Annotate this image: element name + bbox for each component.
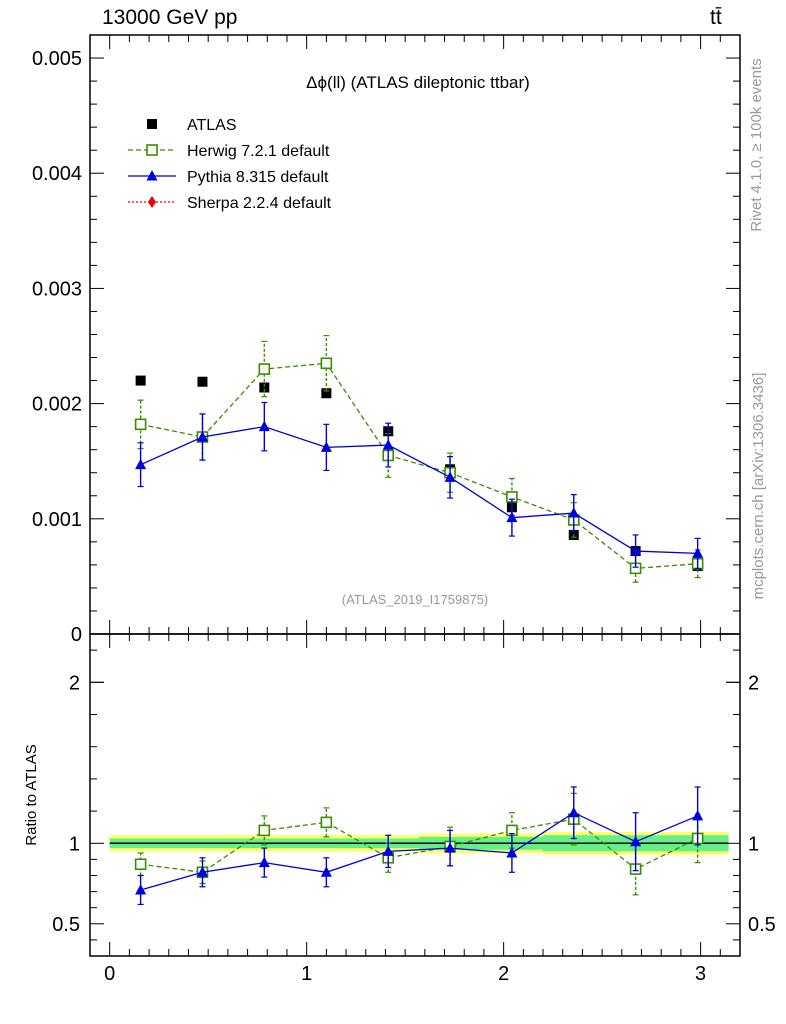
mcplots-source-label: mcplots.cern.ch [arXiv:1306.3436] [750,373,767,600]
plot-title: Δϕ(ll) (ATLAS dileptonic ttbar) [306,73,530,92]
legend-marker [146,170,158,181]
pythia-point [568,507,580,518]
pythia-point [382,439,394,450]
y-tick-label: 0.003 [32,278,82,300]
herwig-ratio-point [134,858,147,871]
legend: ATLAS Herwig 7.2.1 default Pythia 8.315 de… [128,117,332,212]
pythia-ratio-point [568,806,580,818]
pythia-ratio-point [382,845,394,856]
ratio-y-tick-label-right: 0.5 [748,914,776,936]
ratio-y-tick-label-right: 2 [748,672,759,694]
atlas-point [259,382,270,393]
pythia-point [630,545,642,556]
ratio-axis-ticks: 0.5 0.5 1 1 2 2 0 1 2 3 [52,634,776,985]
pythia-ratio-point [196,866,208,877]
analysis-id-label: (ATLAS_2019_I1759875) [342,592,488,607]
pythia-point [135,458,147,470]
pythia-ratio-point [692,809,704,821]
process-label: tt̄ [710,6,722,29]
legend-label: Pythia 8.315 default [187,169,329,186]
herwig-point [134,418,147,431]
ratio-y-label: Ratio to ATLAS [23,744,40,845]
pythia-ratio-point [320,866,332,877]
herwig-point [258,363,271,375]
herwig-ratio-line [140,818,698,873]
pythia-point [320,441,332,452]
atlas-point [321,388,332,399]
main-axis-ticks: 0 0.001 0.002 0.003 0.004 0.005 [32,34,740,646]
ratio-y-tick-label-right: 1 [748,833,759,855]
legend-label: Herwig 7.2.1 default [187,143,330,160]
rivet-version-label: Rivet 4.1.0, ≥ 100k events [748,58,765,231]
x-tick-label: 1 [301,963,312,985]
pythia-ratio-point [506,846,518,858]
atlas-point [135,375,146,386]
pythia-point [692,547,704,558]
herwig-ratio-point [320,816,333,829]
legend-marker [148,196,156,208]
ratio-frame [89,633,741,957]
ratio-y-tick-label: 0.5 [52,914,80,936]
herwig-line [140,362,698,570]
pythia-point [258,420,270,432]
pythia-point [196,431,208,442]
x-tick-label: 0 [104,963,115,985]
x-tick-label: 3 [695,963,706,985]
ratio-panel: 0.5 0.5 1 1 2 2 0 1 2 3 Ratio to ATLAS [23,633,776,985]
y-tick-label: 0 [71,624,82,646]
legend-label: Sherpa 2.2.4 default [187,195,332,212]
y-tick-label: 0.005 [32,48,82,70]
herwig-point [320,357,333,370]
x-tick-label: 2 [498,963,509,985]
atlas-point [197,376,208,387]
pythia-ratio-line [140,811,698,891]
pythia-line [140,425,698,555]
y-tick-label: 0.002 [32,394,82,416]
ratio-y-tick-label: 2 [69,672,80,694]
legend-marker [147,119,157,129]
pythia-point [444,471,456,482]
ratio-series [134,786,704,906]
ratio-y-tick-label: 1 [69,833,80,855]
legend-label: ATLAS [187,117,237,134]
energy-label: 13000 GeV pp [102,6,238,29]
pythia-point [506,511,518,523]
pythia-ratio-point [258,856,270,868]
pythia-ratio-point [630,835,642,847]
pythia-ratio-point [135,883,147,895]
pythia-ratio-point [444,842,456,853]
main-panel: 0 0.001 0.002 0.003 0.004 0.005 Δϕ(ll) (ATLAS… [32,34,741,646]
y-tick-label: 0.001 [32,509,82,531]
y-tick-label: 0.004 [32,163,82,185]
herwig-ratio-point [258,824,271,837]
main-series [134,335,704,583]
legend-marker [146,144,158,156]
